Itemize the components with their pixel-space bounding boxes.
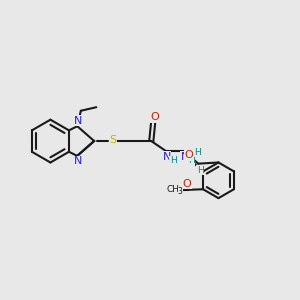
Text: N: N	[163, 152, 171, 162]
Text: N: N	[180, 152, 189, 162]
Text: H: H	[194, 148, 200, 157]
Text: 3: 3	[178, 187, 183, 196]
Text: H: H	[170, 156, 177, 165]
Text: S: S	[110, 136, 117, 146]
Text: H: H	[197, 166, 203, 175]
Text: N: N	[74, 116, 82, 126]
Text: O: O	[150, 112, 159, 122]
Text: O: O	[182, 179, 191, 189]
Text: N: N	[74, 156, 82, 166]
Text: O: O	[184, 150, 193, 160]
Text: CH: CH	[167, 185, 180, 194]
Text: H: H	[188, 156, 194, 165]
